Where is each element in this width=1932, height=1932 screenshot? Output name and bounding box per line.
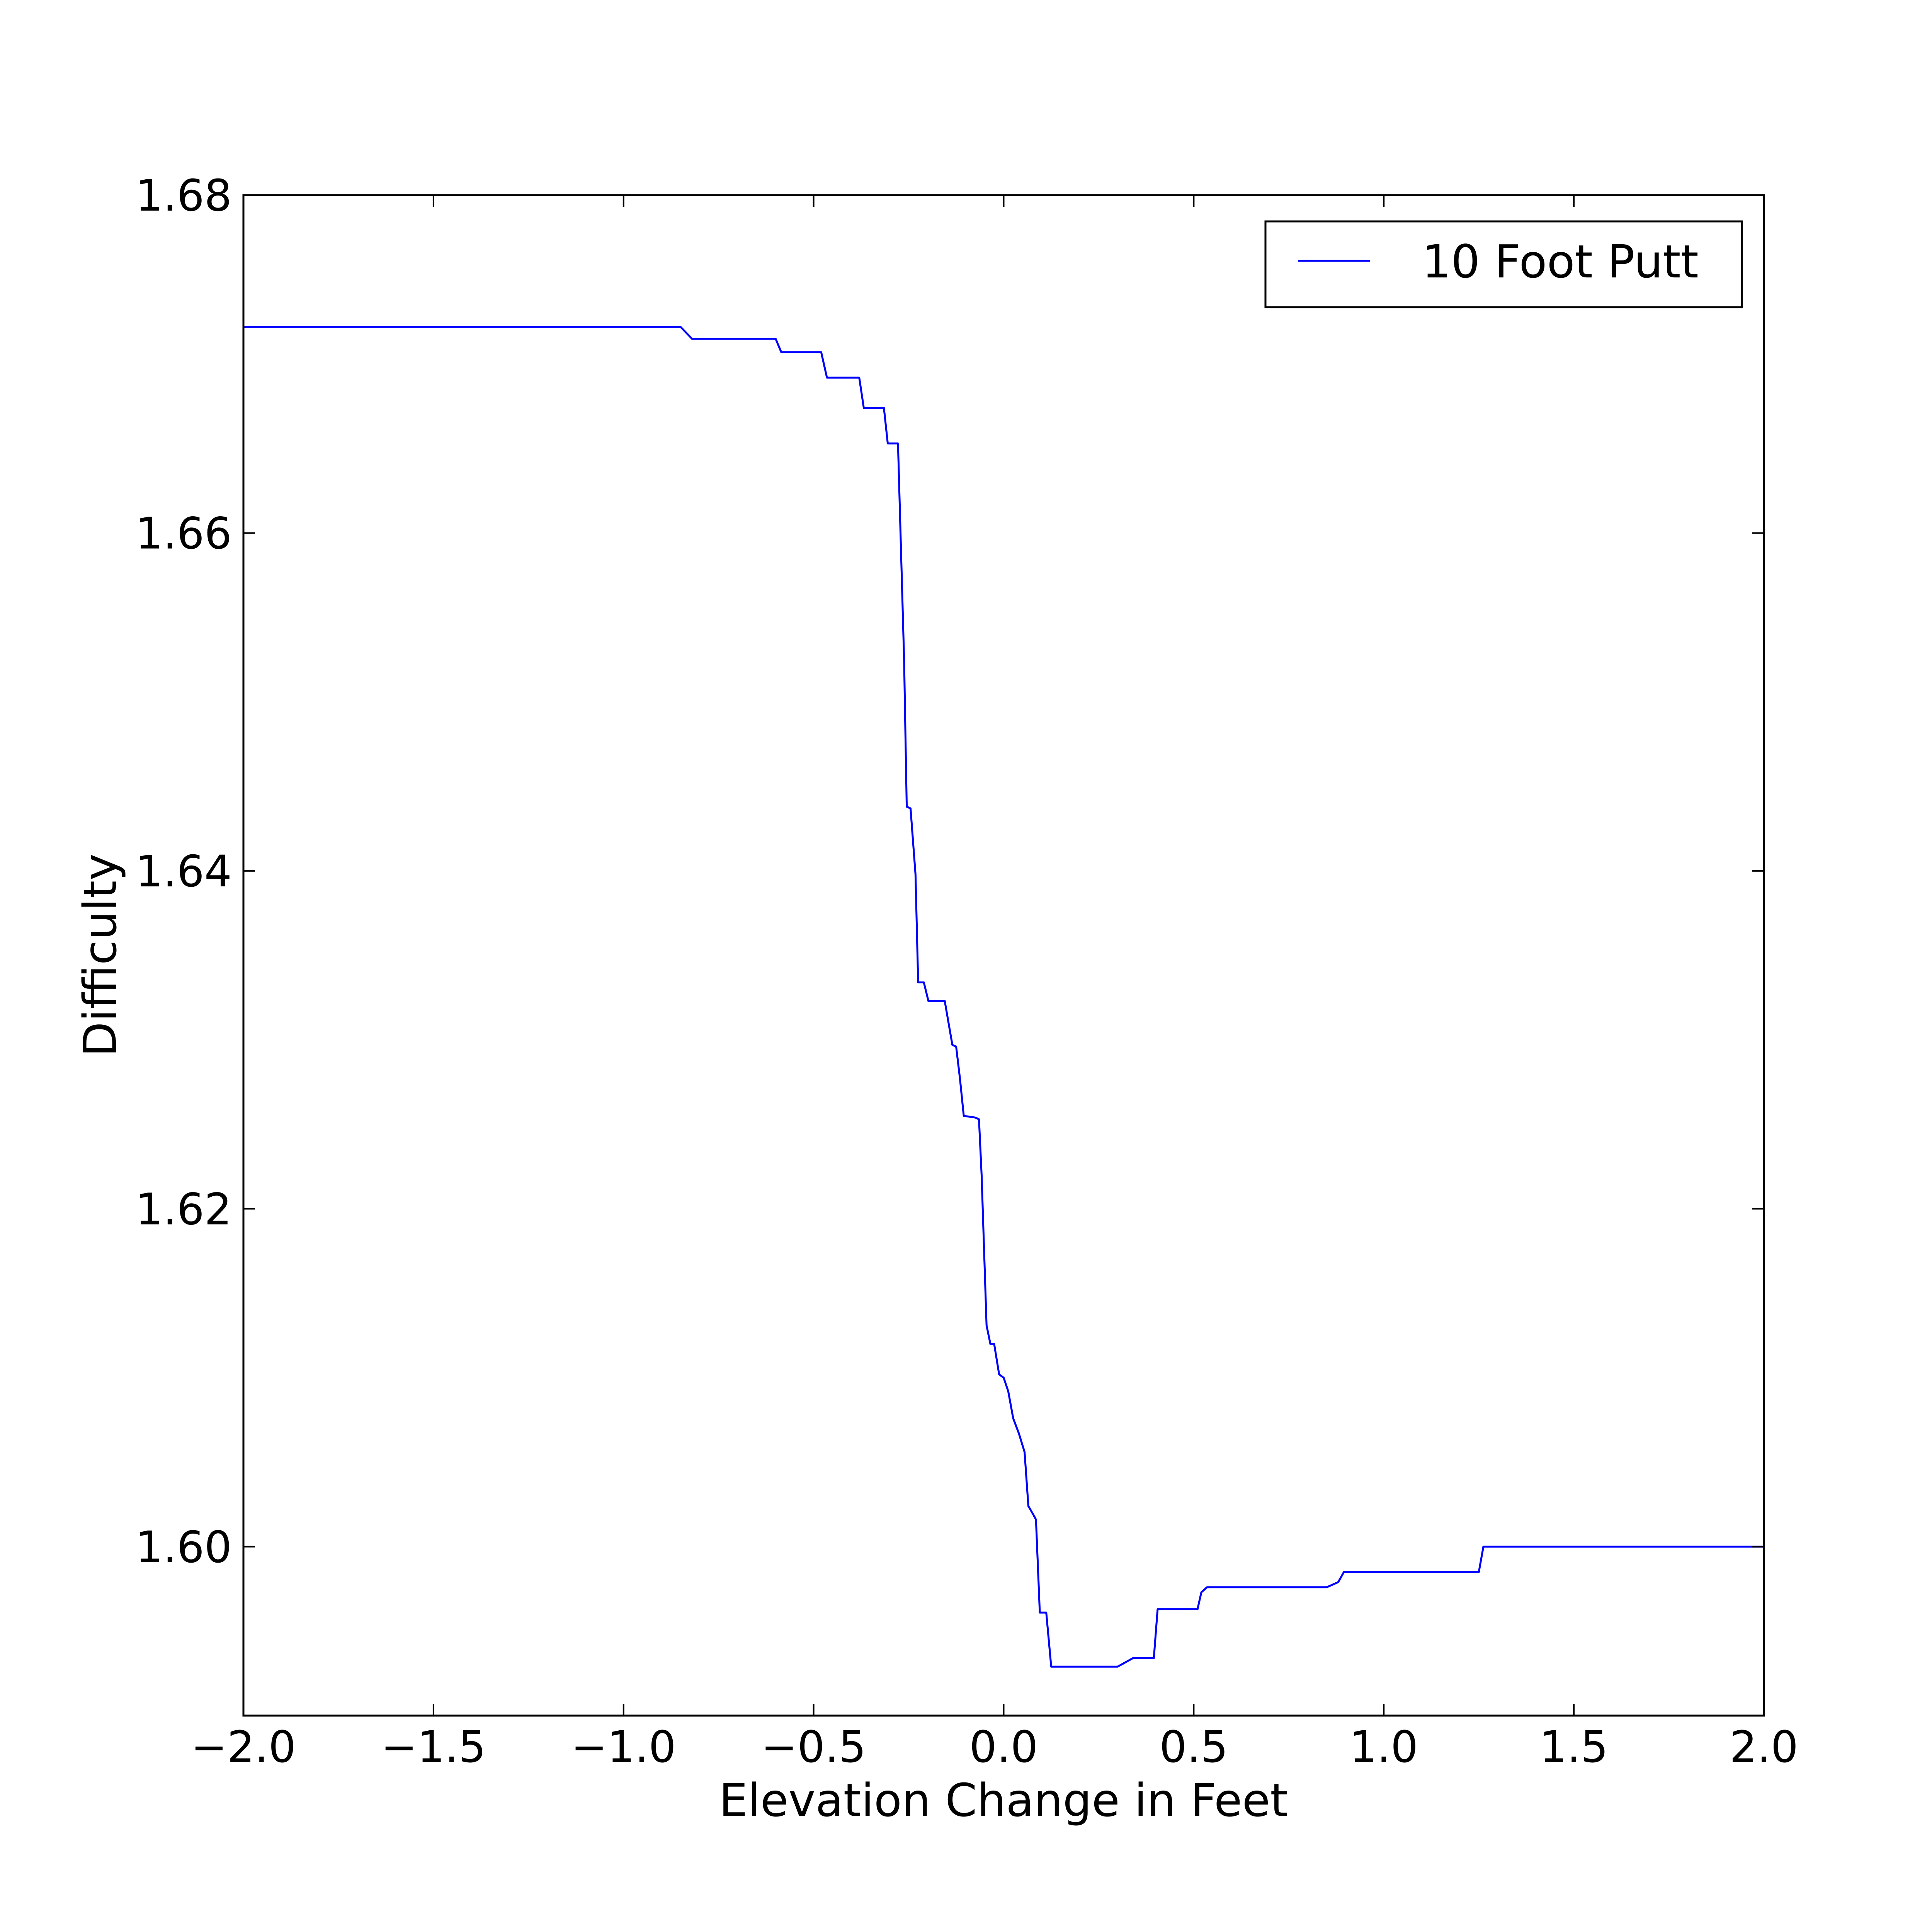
x-tick-label: 1.5: [1539, 1722, 1608, 1772]
x-tick-label: 0.0: [969, 1722, 1038, 1772]
x-tick-label: 2.0: [1730, 1722, 1798, 1772]
y-tick-label: 1.66: [136, 509, 232, 559]
series-line-0: [243, 326, 1764, 1668]
x-tick-label: −0.5: [761, 1722, 866, 1772]
y-tick-label: 1.62: [136, 1184, 232, 1235]
y-tick-label: 1.64: [136, 847, 232, 897]
x-axis-ticks: −2.0 −1.5 −1.0 −0.5 0.0 0.5 1.0 1.5 2.0: [191, 195, 1798, 1772]
x-tick-label: −2.0: [191, 1722, 296, 1772]
series-layer: [243, 326, 1764, 1668]
y-axis-label: Difficulty: [73, 854, 127, 1057]
y-tick-label: 1.60: [136, 1522, 232, 1573]
legend: 10 Foot Putt: [1264, 220, 1743, 308]
y-axis-ticks: 1.60 1.62 1.64 1.66 1.68: [136, 171, 1764, 1573]
plot-area: [242, 194, 1765, 1717]
plot-background: [243, 195, 1764, 1716]
x-tick-label: 1.0: [1349, 1722, 1418, 1772]
x-tick-label: 0.5: [1159, 1722, 1228, 1772]
x-tick-label: −1.5: [381, 1722, 486, 1772]
legend-label: 10 Foot Putt: [1422, 235, 1699, 288]
x-axis-label: Elevation Change in Feet: [719, 1774, 1288, 1827]
legend-box: [1264, 220, 1743, 308]
y-tick-label: 1.68: [136, 171, 232, 221]
x-tick-label: −1.0: [571, 1722, 676, 1772]
